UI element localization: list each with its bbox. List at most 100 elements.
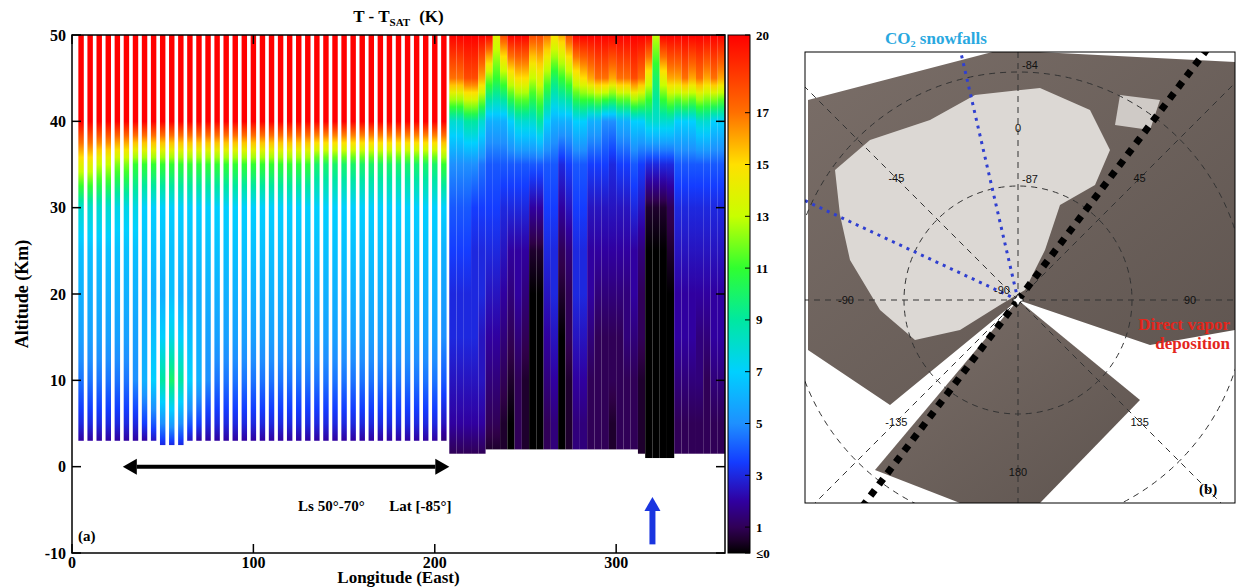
profile-strip bbox=[115, 35, 120, 441]
profile-strip bbox=[449, 35, 456, 454]
profile-strip bbox=[696, 35, 703, 454]
map-frame bbox=[805, 52, 1235, 503]
profile-strip bbox=[471, 35, 478, 454]
sector-label-line: deposition bbox=[1155, 334, 1230, 353]
sector-label: Direct vapordeposition bbox=[1138, 315, 1230, 353]
colorbar-tick bbox=[745, 35, 750, 36]
profile-strip bbox=[493, 35, 500, 449]
profile-strip bbox=[178, 35, 183, 445]
profile-strip bbox=[260, 35, 265, 441]
profile-strip bbox=[602, 35, 609, 449]
y-axis-title: Altitude (Km) bbox=[12, 240, 33, 348]
profile-strip bbox=[718, 35, 725, 454]
sector-line bbox=[805, 300, 1018, 503]
y-tick bbox=[716, 34, 725, 36]
profile-strip bbox=[350, 35, 355, 441]
y-tick-label: 10 bbox=[50, 372, 66, 389]
meridian bbox=[1018, 52, 1235, 300]
profile-strip bbox=[278, 35, 283, 441]
pole-marker bbox=[1012, 294, 1024, 306]
profile-strip bbox=[623, 35, 630, 449]
title-unit: (K) bbox=[419, 7, 444, 26]
y-tick bbox=[716, 552, 725, 554]
profile-strip bbox=[703, 35, 710, 454]
x-tick-label: 100 bbox=[241, 554, 265, 571]
arrow-head bbox=[123, 459, 137, 475]
profile-strip bbox=[486, 35, 493, 449]
profile-strip bbox=[133, 35, 138, 441]
x-tick bbox=[253, 35, 255, 44]
colorbar bbox=[728, 35, 750, 553]
longitude-label: -90 bbox=[838, 294, 854, 306]
profile-strip bbox=[396, 35, 401, 441]
profile-strip bbox=[522, 35, 529, 449]
profile-strip bbox=[457, 35, 464, 454]
profile-strip bbox=[529, 35, 536, 449]
profile-strip bbox=[423, 35, 428, 441]
profile-strip bbox=[360, 35, 365, 441]
colorbar-tick-label: 11 bbox=[756, 261, 768, 276]
plot-frame bbox=[72, 35, 725, 553]
map bbox=[805, 52, 1235, 503]
polar-ice bbox=[1115, 95, 1160, 130]
title-main: T - T bbox=[353, 7, 390, 26]
longitude-label: 90 bbox=[1184, 294, 1196, 306]
latitude-label: -84 bbox=[1022, 59, 1038, 71]
latitude-label: -87 bbox=[1022, 173, 1038, 185]
arrow bbox=[644, 497, 660, 544]
profile-strip bbox=[507, 35, 514, 449]
profile-strip bbox=[296, 35, 301, 441]
profile-strip bbox=[478, 35, 485, 454]
profile-strip bbox=[587, 35, 594, 449]
colorbar-tick-label: 1 bbox=[756, 520, 763, 535]
annotation: Lat [-85°] bbox=[389, 498, 451, 514]
colorbar-tick bbox=[745, 527, 750, 528]
profile-strip bbox=[187, 35, 192, 441]
profile-strip bbox=[616, 35, 623, 449]
profile-strip bbox=[160, 35, 165, 445]
y-tick bbox=[72, 380, 81, 382]
x-tick bbox=[71, 544, 73, 553]
profile-strip bbox=[689, 35, 696, 454]
profile-strip bbox=[142, 35, 147, 441]
title-subscript: SAT bbox=[390, 16, 411, 28]
profile-strip bbox=[515, 35, 522, 449]
colorbar-tick-label: 7 bbox=[756, 364, 763, 379]
profile-strip bbox=[573, 35, 580, 449]
profile-strip bbox=[233, 35, 238, 441]
profile-strip bbox=[87, 35, 92, 441]
profile-strip bbox=[169, 35, 174, 445]
colorbar-tick-label: 13 bbox=[756, 209, 770, 224]
colorbar-tick-label: 17 bbox=[756, 105, 770, 120]
sector-label: CO₂ snowfalls bbox=[885, 29, 987, 48]
y-tick bbox=[716, 466, 725, 468]
profile-strip bbox=[660, 35, 667, 458]
panel-label: (a) bbox=[78, 528, 96, 545]
profile-strip bbox=[441, 35, 446, 441]
colorbar-tick bbox=[745, 112, 750, 113]
profile-strip bbox=[214, 35, 219, 441]
profile-strip bbox=[551, 35, 558, 449]
profile-strip bbox=[196, 35, 201, 441]
colorbar-tick-label: 15 bbox=[756, 157, 770, 172]
longitude-label: -45 bbox=[888, 172, 904, 184]
panel-label: (b) bbox=[1199, 481, 1217, 498]
profile-strip bbox=[124, 35, 129, 441]
profile-strip bbox=[414, 35, 419, 441]
meridian bbox=[805, 300, 1018, 301]
colorbar-tick bbox=[745, 164, 750, 165]
sector-label-line: CO₂ snowfalls bbox=[885, 29, 987, 48]
profile-strip bbox=[609, 35, 616, 449]
arrow-shaft bbox=[137, 465, 436, 469]
sector-line bbox=[906, 52, 1018, 300]
arrow bbox=[123, 459, 450, 475]
latitude-ring bbox=[805, 72, 1235, 503]
y-tick-label: 0 bbox=[58, 458, 66, 475]
profile-strip bbox=[432, 35, 437, 441]
colorbar-tick-label: 20 bbox=[756, 28, 769, 43]
profile-strip bbox=[405, 35, 410, 441]
colorbar-tick bbox=[745, 268, 750, 269]
colorbar-tick bbox=[745, 216, 750, 217]
profile-strip bbox=[667, 35, 674, 458]
x-tick bbox=[434, 544, 436, 553]
